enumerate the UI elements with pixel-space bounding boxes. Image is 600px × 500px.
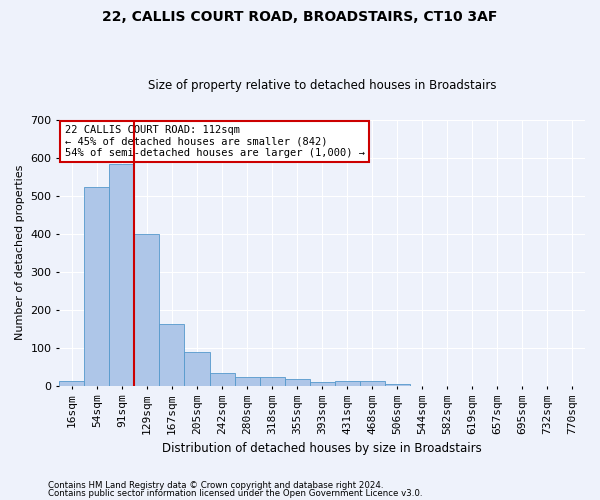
Text: 22, CALLIS COURT ROAD, BROADSTAIRS, CT10 3AF: 22, CALLIS COURT ROAD, BROADSTAIRS, CT10… [103,10,497,24]
Bar [260,377,284,386]
Bar [85,187,109,386]
Bar [209,374,235,386]
Bar [360,381,385,386]
Bar [160,324,184,386]
Bar [385,384,410,386]
Text: Contains HM Land Registry data © Crown copyright and database right 2024.: Contains HM Land Registry data © Crown c… [48,481,383,490]
Y-axis label: Number of detached properties: Number of detached properties [15,165,25,340]
Text: Contains public sector information licensed under the Open Government Licence v3: Contains public sector information licen… [48,488,422,498]
Bar [184,352,209,386]
Bar [335,381,360,386]
Bar [310,382,335,386]
Text: 22 CALLIS COURT ROAD: 112sqm
← 45% of detached houses are smaller (842)
54% of s: 22 CALLIS COURT ROAD: 112sqm ← 45% of de… [65,125,365,158]
Bar [235,377,260,386]
X-axis label: Distribution of detached houses by size in Broadstairs: Distribution of detached houses by size … [162,442,482,455]
Bar [59,380,85,386]
Bar [109,164,134,386]
Title: Size of property relative to detached houses in Broadstairs: Size of property relative to detached ho… [148,79,496,92]
Bar [284,378,310,386]
Bar [134,234,160,386]
